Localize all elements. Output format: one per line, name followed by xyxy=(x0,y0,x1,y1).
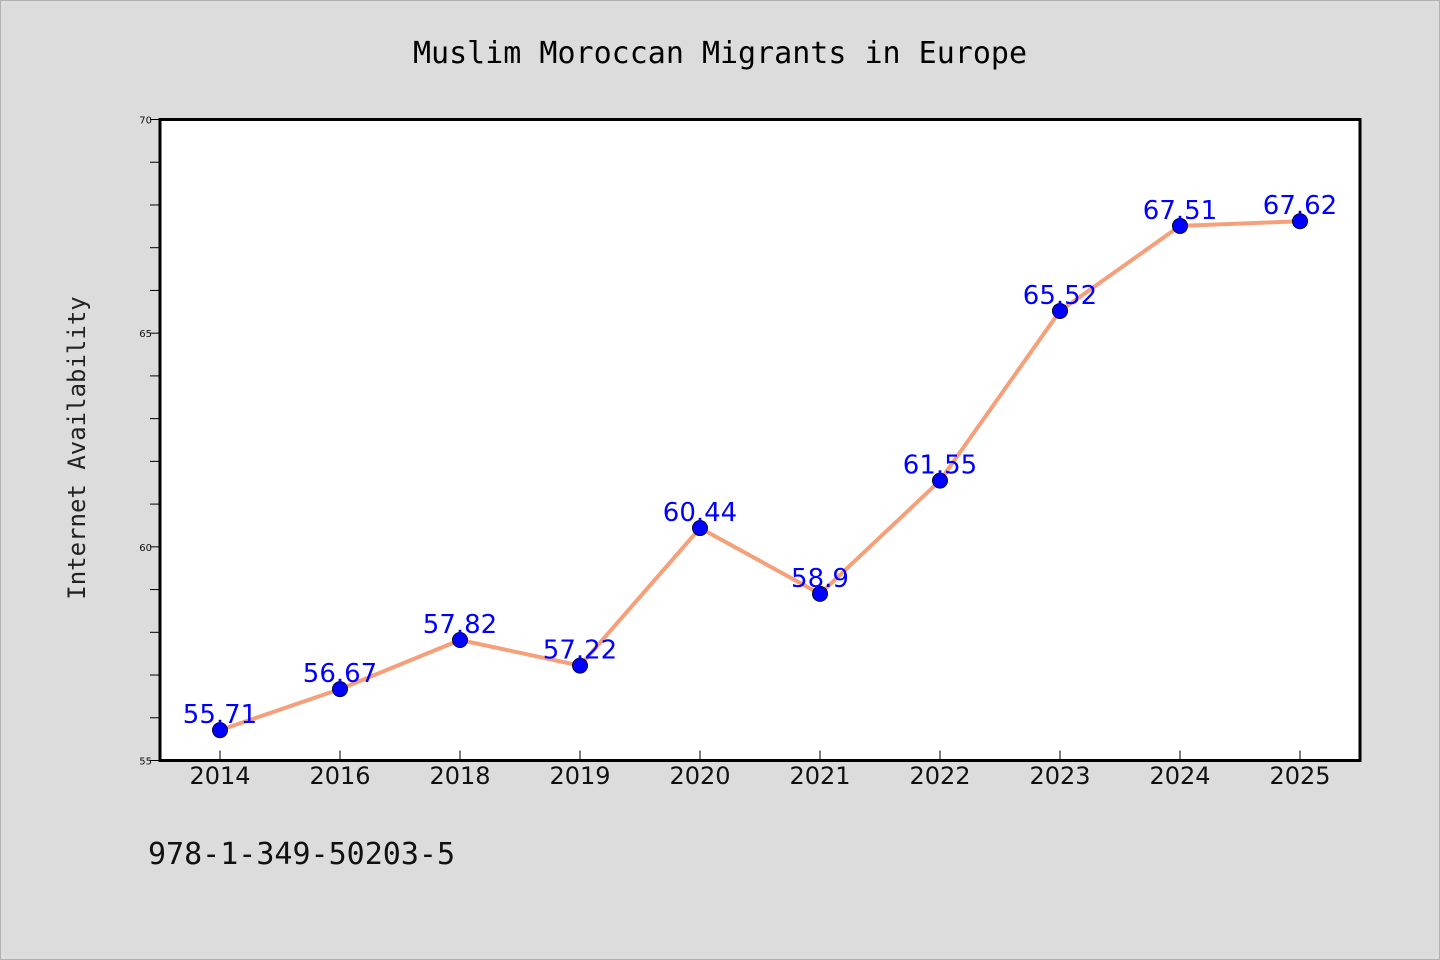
data-point-label: 58.9 xyxy=(791,564,849,594)
y-tick-label: 60 xyxy=(139,543,152,554)
isbn-footer: 978-1-349-50203-5 xyxy=(148,837,455,872)
x-tick-label: 2020 xyxy=(669,762,730,790)
data-point-label: 57.82 xyxy=(423,610,497,640)
data-point-marker xyxy=(572,657,588,674)
data-point-label: 56.67 xyxy=(303,659,377,689)
data-point-label: 67.62 xyxy=(1263,191,1337,221)
x-axis-ticks: 2014 2016 2018 2019 2020 2021 2022 2023 2024 2025 xyxy=(189,750,1331,790)
data-point-marker xyxy=(1172,217,1188,234)
data-point-label: 55.71 xyxy=(183,700,257,730)
series-line xyxy=(218,219,1302,733)
x-tick-label: 2021 xyxy=(789,762,850,790)
data-point-label: 57.22 xyxy=(543,636,617,666)
x-tick-label: 2019 xyxy=(549,762,610,790)
data-point-marker xyxy=(452,631,468,648)
data-point-marker xyxy=(212,722,228,739)
data-point-marker xyxy=(332,681,348,698)
y-tick-label: 65 xyxy=(139,329,152,340)
x-tick-label: 2025 xyxy=(1269,762,1330,790)
y-tick-label: 70 xyxy=(139,116,152,127)
y-axis-ticks: 55 60 65 70 xyxy=(139,116,160,768)
data-point-label: 61.55 xyxy=(903,451,977,481)
data-point-label: 67.51 xyxy=(1143,196,1217,226)
data-point-marker xyxy=(812,585,828,602)
y-tick-label: 55 xyxy=(139,757,152,768)
x-tick-label: 2023 xyxy=(1029,762,1090,790)
x-tick-label: 2016 xyxy=(309,762,370,790)
x-tick-label: 2018 xyxy=(429,762,490,790)
data-labels-group: 55.71 56.67 57.82 57.22 60.44 58.9 61.55 65.52 6… xyxy=(183,191,1337,730)
data-point-marker xyxy=(932,472,948,489)
x-tick-label: 2014 xyxy=(189,762,250,790)
plot-area xyxy=(158,118,1362,762)
data-point-marker xyxy=(1292,213,1308,230)
series-line-group xyxy=(212,213,1308,739)
data-point-marker xyxy=(1052,302,1068,319)
chart-title: Muslim Moroccan Migrants in Europe xyxy=(413,36,1027,71)
data-point-label: 60.44 xyxy=(663,498,737,528)
x-tick-label: 2022 xyxy=(909,762,970,790)
data-point-marker xyxy=(692,520,708,537)
data-point-label: 65.52 xyxy=(1023,281,1097,311)
y-axis-label: Internet Availability xyxy=(63,296,91,599)
x-tick-label: 2024 xyxy=(1149,762,1210,790)
